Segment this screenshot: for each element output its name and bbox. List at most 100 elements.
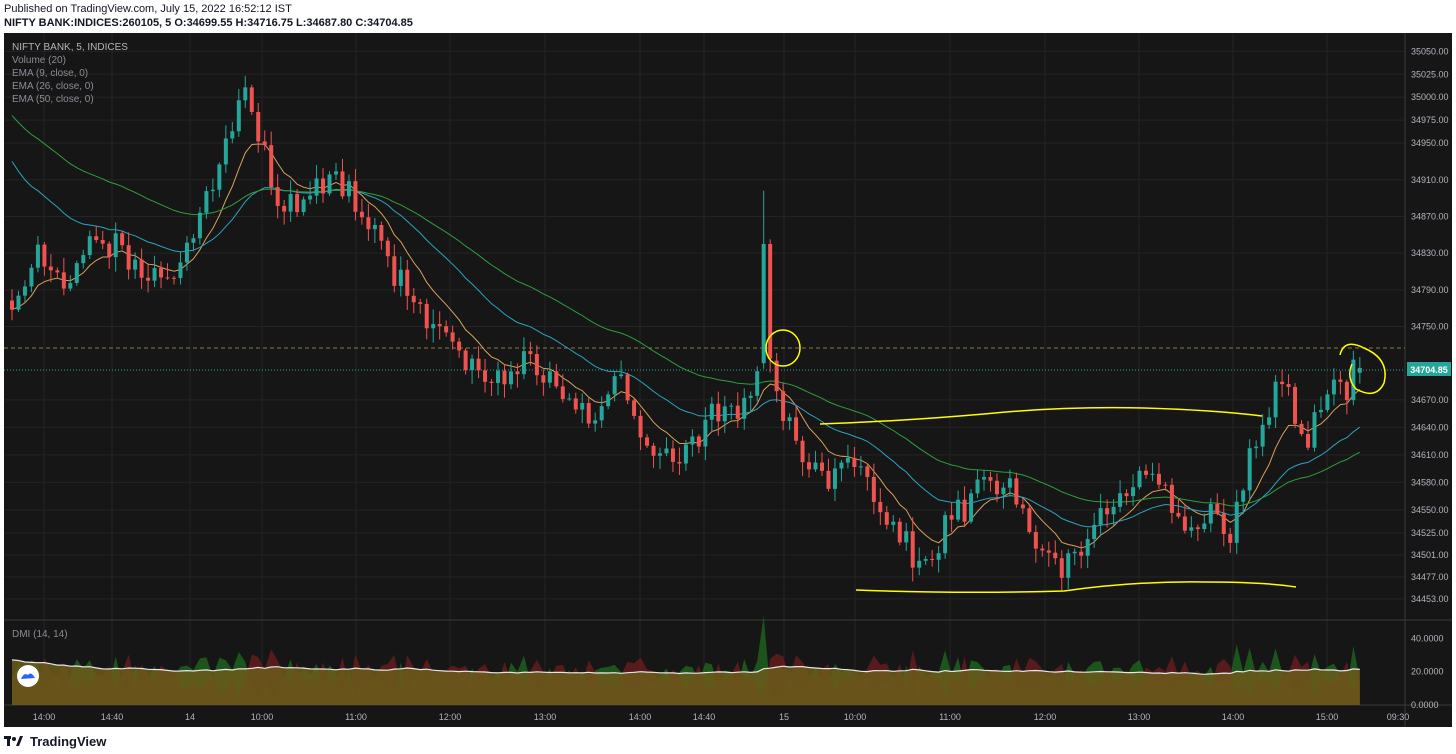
candle <box>871 463 876 515</box>
price-chart[interactable]: 35050.00 35025.00 35000.00 34975.00 34950.00… <box>4 33 1452 727</box>
legend-item: EMA (9, close, 0) <box>12 68 88 79</box>
tradingview-logo-icon <box>4 736 23 746</box>
candle <box>787 413 792 430</box>
candle <box>832 458 837 502</box>
tradingview-badge[interactable] <box>17 665 39 687</box>
price-tick-label: 34525.00 <box>1411 528 1449 538</box>
price-tick-label: 34830.00 <box>1411 248 1449 258</box>
candle <box>269 131 274 196</box>
annotation-circle[interactable] <box>765 329 801 367</box>
candle <box>1344 379 1349 415</box>
candle <box>904 522 909 551</box>
candle <box>1040 544 1045 557</box>
candle <box>508 361 513 390</box>
candle <box>385 237 390 268</box>
candle <box>1059 550 1064 591</box>
candle <box>716 391 721 436</box>
candle <box>204 186 209 219</box>
candle <box>930 550 935 567</box>
candle <box>178 251 183 285</box>
time-tick-label: 09:30 <box>1387 712 1410 722</box>
candle <box>210 178 215 202</box>
time-tick-label: 14:40 <box>101 712 124 722</box>
support-line[interactable] <box>855 581 1297 594</box>
candle <box>1280 369 1285 397</box>
candle <box>1247 439 1252 501</box>
candle <box>126 232 131 280</box>
time-tick-label: 11:00 <box>939 712 961 722</box>
time-tick-label: 14:00 <box>33 712 56 722</box>
candle <box>820 452 824 476</box>
candle <box>29 264 34 293</box>
candle <box>262 130 267 151</box>
candle <box>1085 528 1090 569</box>
candle <box>295 189 300 217</box>
candle <box>690 429 695 457</box>
candle <box>1007 469 1012 497</box>
candle <box>1241 488 1246 514</box>
dmi-indicator <box>11 615 1360 705</box>
candle <box>1111 499 1116 526</box>
candle <box>567 393 572 401</box>
candle <box>1118 480 1123 513</box>
candle <box>645 433 650 448</box>
candle <box>288 180 293 222</box>
candle <box>1331 368 1336 406</box>
price-tick-label: 34670.00 <box>1411 395 1449 405</box>
candle <box>243 75 248 108</box>
chart-background <box>4 33 1452 727</box>
candle <box>100 230 105 250</box>
candle <box>346 174 351 203</box>
candle <box>1053 540 1058 565</box>
price-tick-label: 34870.00 <box>1411 211 1449 221</box>
candle <box>677 447 682 475</box>
candle <box>1046 541 1051 567</box>
candle <box>1293 383 1298 429</box>
candle <box>994 473 999 503</box>
candle <box>878 488 883 526</box>
resistance-line[interactable] <box>819 406 1263 425</box>
candle <box>107 241 112 269</box>
candle <box>1338 370 1343 395</box>
price-tick-label: 35050.00 <box>1411 46 1449 56</box>
candle <box>1066 549 1071 589</box>
footer: TradingView <box>4 731 106 751</box>
candle <box>956 490 961 522</box>
candle <box>398 256 403 297</box>
candle <box>658 447 662 470</box>
candle <box>444 320 449 337</box>
candle <box>81 249 86 269</box>
candle <box>353 168 358 221</box>
candle <box>314 165 319 204</box>
annotations <box>765 329 1386 594</box>
candle <box>463 348 468 375</box>
legend-item: Volume (20) <box>12 55 66 66</box>
candle <box>405 260 410 311</box>
dmi-axis: 40.0000 20.0000 0.0000 <box>1411 633 1444 710</box>
candle <box>936 545 941 573</box>
time-tick-label: 14:00 <box>629 712 652 722</box>
candle <box>152 255 157 288</box>
candle <box>1150 462 1155 482</box>
candle <box>761 190 766 369</box>
candle <box>826 458 831 492</box>
candle <box>133 252 138 279</box>
candle <box>1105 499 1110 528</box>
candle <box>547 361 552 388</box>
candle <box>321 168 326 203</box>
adx-line <box>11 659 1360 675</box>
candle <box>74 260 79 286</box>
candle <box>1273 375 1278 428</box>
candle <box>625 372 630 405</box>
price-axis: 35050.00 35025.00 35000.00 34975.00 34950.00… <box>1411 46 1449 604</box>
ema-26-line <box>11 161 1361 528</box>
candle <box>249 84 254 116</box>
candle <box>606 391 611 410</box>
candle <box>839 459 844 482</box>
candle <box>1357 356 1362 384</box>
dmi-tick-label: 40.0000 <box>1411 633 1444 643</box>
candle <box>470 354 475 384</box>
candle <box>696 434 701 454</box>
candle <box>1014 472 1019 508</box>
annotation-circle[interactable] <box>1339 343 1386 395</box>
